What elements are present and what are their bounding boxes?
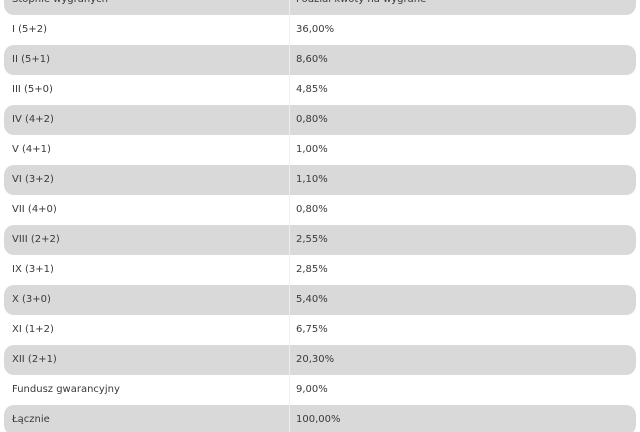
row-value: 20,30%	[296, 354, 335, 365]
row-label: I (5+2)	[4, 15, 290, 45]
row-value: 0,80%	[296, 114, 328, 125]
row-value: Podział kwoty na wygrane	[290, 0, 636, 15]
row-label: V (4+1)	[4, 135, 290, 165]
row-label: III (5+0)	[4, 75, 290, 105]
row-value: 1,00%	[296, 144, 328, 155]
row-label: Fundusz gwarancyjny	[4, 375, 290, 405]
row-value: 6,75%	[296, 324, 328, 335]
row-label: II (5+1)	[4, 45, 290, 75]
row-value: 9,00%	[296, 384, 328, 395]
row-value: 2,55%	[296, 234, 328, 245]
row-label: XI (1+2)	[4, 315, 290, 345]
row-label: XII (2+1)	[4, 345, 290, 375]
row-label: VI (3+2)	[4, 165, 290, 195]
row-value: 2,85%	[296, 264, 328, 275]
table-row: IX (3+1) 2,85%	[4, 255, 636, 285]
table-row: Łącznie 100,00%	[4, 405, 636, 432]
row-label: IX (3+1)	[4, 255, 290, 285]
row-label: X (3+0)	[4, 285, 290, 315]
row-label: Stopnie wygranych	[4, 0, 290, 15]
row-label: VIII (2+2)	[4, 225, 290, 255]
row-label: VII (4+0)	[4, 195, 290, 225]
table-row: XII (2+1) 20,30%	[4, 345, 636, 375]
table-row: III (5+0) 4,85%	[4, 75, 636, 105]
table-row: VII (4+0) 0,80%	[4, 195, 636, 225]
table-row: II (5+1) 8,60%	[4, 45, 636, 75]
table-row: I (5+2) 36,00%	[4, 15, 636, 45]
table-row: XI (1+2) 6,75%	[4, 315, 636, 345]
table-row: Fundusz gwarancyjny 9,00%	[4, 375, 636, 405]
row-value: 100,00%	[296, 414, 341, 425]
table-row: IV (4+2) 0,80%	[4, 105, 636, 135]
table-row: VI (3+2) 1,10%	[4, 165, 636, 195]
row-value: 8,60%	[296, 54, 328, 65]
row-label: IV (4+2)	[4, 105, 290, 135]
row-value: 1,10%	[296, 174, 328, 185]
header-row: Stopnie wygranychPodział kwoty na wygran…	[4, 0, 636, 15]
row-label: Łącznie	[4, 405, 290, 432]
row-value: 0,80%	[296, 204, 328, 215]
table-row: X (3+0) 5,40%	[4, 285, 636, 315]
table-row: V (4+1) 1,00%	[4, 135, 636, 165]
row-value: 36,00%	[296, 24, 335, 35]
row-value: 5,40%	[296, 294, 328, 305]
table-row: VIII (2+2) 2,55%	[4, 225, 636, 255]
row-value: 4,85%	[296, 84, 328, 95]
